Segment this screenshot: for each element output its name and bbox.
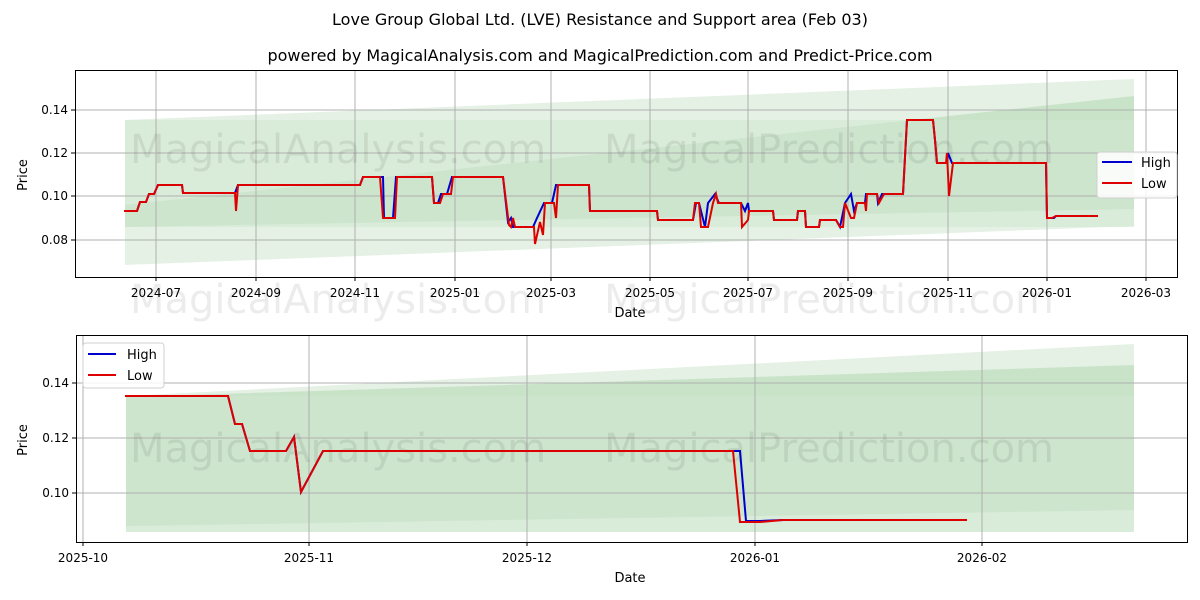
svg-text:2025-07: 2025-07 bbox=[723, 286, 773, 300]
svg-text:0.14: 0.14 bbox=[42, 376, 69, 390]
top-y-tick-labels: 0.14 0.12 0.10 0.08 bbox=[41, 103, 68, 247]
legend-high-label-bottom: High bbox=[127, 348, 157, 363]
bottom-legend: High Low bbox=[82, 342, 165, 389]
svg-text:2026-02: 2026-02 bbox=[957, 551, 1007, 565]
top-chart: MagicalAnalysis.com MagicalPrediction.co… bbox=[16, 70, 1178, 323]
svg-text:0.12: 0.12 bbox=[42, 431, 69, 445]
bottom-y-axis-label: Price bbox=[16, 424, 31, 456]
svg-text:2025-12: 2025-12 bbox=[502, 551, 552, 565]
watermark-analysis-2: MagicalAnalysis.com bbox=[130, 277, 546, 323]
bottom-low-line bbox=[125, 395, 967, 523]
legend-low-label: Low bbox=[1141, 177, 1167, 192]
top-low-line bbox=[124, 119, 1098, 245]
top-y-axis-label: Price bbox=[16, 159, 31, 191]
bottom-axes-frame bbox=[76, 335, 1188, 543]
watermark-prediction: MagicalPrediction.com bbox=[604, 127, 1054, 173]
bottom-tick-marks bbox=[72, 382, 983, 546]
bottom-chart: MagicalAnalysis.com MagicalPrediction.co… bbox=[16, 335, 1188, 586]
svg-text:0.10: 0.10 bbox=[42, 486, 69, 500]
bottom-x-tick-labels: 2025-10 2025-11 2025-12 2026-01 2026-02 bbox=[58, 551, 1007, 565]
svg-text:2026-01: 2026-01 bbox=[1022, 286, 1072, 300]
svg-text:2025-01: 2025-01 bbox=[430, 286, 480, 300]
top-legend: High Low bbox=[1096, 151, 1178, 199]
watermark-analysis-bottom: MagicalAnalysis.com bbox=[130, 426, 546, 472]
svg-text:2025-11: 2025-11 bbox=[284, 551, 334, 565]
bottom-y-tick-labels: 0.14 0.12 0.10 bbox=[42, 376, 69, 500]
chart-title: Love Group Global Ltd. (LVE) Resistance … bbox=[332, 10, 868, 29]
svg-text:2024-09: 2024-09 bbox=[231, 286, 281, 300]
bottom-grid bbox=[76, 335, 1187, 542]
top-x-axis-label: Date bbox=[614, 306, 645, 321]
top-x-tick-labels: 2024-07 2024-09 2024-11 2025-01 2025-03 … bbox=[131, 286, 1171, 300]
svg-text:2026-03: 2026-03 bbox=[1121, 286, 1171, 300]
watermark-analysis: MagicalAnalysis.com bbox=[130, 127, 546, 173]
watermark-prediction-bottom: MagicalPrediction.com bbox=[604, 426, 1054, 472]
svg-text:2024-07: 2024-07 bbox=[131, 286, 181, 300]
top-grid bbox=[75, 70, 1177, 277]
svg-text:2026-01: 2026-01 bbox=[730, 551, 780, 565]
legend-low-label-bottom: Low bbox=[127, 369, 153, 384]
svg-text:2024-11: 2024-11 bbox=[330, 286, 380, 300]
band-flat bbox=[125, 120, 1134, 227]
bottom-x-axis-label: Date bbox=[614, 571, 645, 586]
top-tick-marks bbox=[71, 109, 1147, 281]
legend-high-label: High bbox=[1141, 156, 1171, 171]
svg-text:2025-05: 2025-05 bbox=[625, 286, 675, 300]
band-flat-bottom bbox=[126, 396, 1134, 532]
svg-text:2025-09: 2025-09 bbox=[823, 286, 873, 300]
svg-text:0.08: 0.08 bbox=[41, 233, 68, 247]
svg-text:2025-11: 2025-11 bbox=[923, 286, 973, 300]
chart-subtitle: powered by MagicalAnalysis.com and Magic… bbox=[267, 46, 933, 65]
svg-text:0.14: 0.14 bbox=[41, 103, 68, 117]
watermark-prediction-2: MagicalPrediction.com bbox=[604, 277, 1054, 323]
svg-text:2025-03: 2025-03 bbox=[526, 286, 576, 300]
svg-text:2025-10: 2025-10 bbox=[58, 551, 108, 565]
svg-text:0.12: 0.12 bbox=[41, 146, 68, 160]
svg-text:0.10: 0.10 bbox=[41, 189, 68, 203]
